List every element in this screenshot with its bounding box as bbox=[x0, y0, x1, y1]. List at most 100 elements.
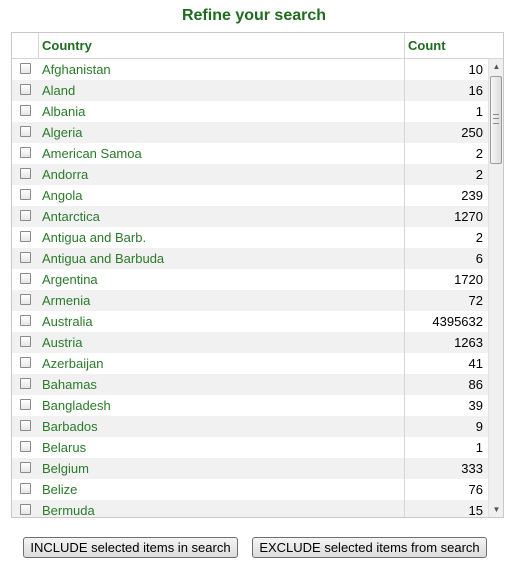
row-checkbox[interactable] bbox=[20, 378, 31, 389]
row-checkbox-cell bbox=[12, 395, 39, 416]
country-link[interactable]: Belarus bbox=[39, 437, 405, 458]
country-link[interactable]: Argentina bbox=[39, 269, 405, 290]
count-value: 86 bbox=[468, 377, 483, 392]
count-value: 76 bbox=[468, 482, 483, 497]
count-value: 333 bbox=[461, 461, 483, 476]
row-checkbox[interactable] bbox=[20, 357, 31, 368]
country-link[interactable]: Austria bbox=[39, 332, 405, 353]
row-checkbox-cell bbox=[12, 227, 39, 248]
column-header-count[interactable]: Count bbox=[408, 38, 446, 53]
row-checkbox-cell bbox=[12, 479, 39, 500]
country-link[interactable]: Antigua and Barbuda bbox=[39, 248, 405, 269]
row-checkbox[interactable] bbox=[20, 504, 31, 515]
country-link[interactable]: Belize bbox=[39, 479, 405, 500]
table-row: Antigua and Barb. 2 bbox=[12, 227, 488, 248]
row-checkbox-cell bbox=[12, 80, 39, 101]
row-checkbox[interactable] bbox=[20, 252, 31, 263]
row-checkbox[interactable] bbox=[20, 462, 31, 473]
table-row: Argentina 1720 bbox=[12, 269, 488, 290]
table-row: Azerbaijan 41 bbox=[12, 353, 488, 374]
row-checkbox[interactable] bbox=[20, 105, 31, 116]
include-selected-button[interactable]: INCLUDE selected items in search bbox=[23, 537, 238, 558]
table-row: Bahamas 86 bbox=[12, 374, 488, 395]
count-value: 9 bbox=[475, 419, 483, 434]
table-row: Bermuda 15 bbox=[12, 500, 488, 518]
row-checkbox[interactable] bbox=[20, 168, 31, 179]
count-value: 1263 bbox=[454, 335, 483, 350]
country-link[interactable]: Afghanistan bbox=[39, 59, 405, 80]
row-checkbox[interactable] bbox=[20, 336, 31, 347]
row-checkbox[interactable] bbox=[20, 294, 31, 305]
row-checkbox[interactable] bbox=[20, 315, 31, 326]
row-checkbox[interactable] bbox=[20, 63, 31, 74]
grid-header: Country Count bbox=[12, 33, 503, 59]
count-value: 4395632 bbox=[432, 314, 483, 329]
scrollbar-thumb[interactable] bbox=[490, 76, 502, 164]
table-row: Afghanistan 10 bbox=[12, 59, 488, 80]
page-title: Refine your search bbox=[181, 7, 327, 24]
row-checkbox[interactable] bbox=[20, 483, 31, 494]
row-checkbox[interactable] bbox=[20, 399, 31, 410]
row-checkbox[interactable] bbox=[20, 189, 31, 200]
row-checkbox[interactable] bbox=[20, 420, 31, 431]
count-value: 1 bbox=[475, 104, 483, 119]
country-link[interactable]: Angola bbox=[39, 185, 405, 206]
row-checkbox[interactable] bbox=[20, 126, 31, 137]
country-link[interactable]: Bahamas bbox=[39, 374, 405, 395]
count-value: 72 bbox=[468, 293, 483, 308]
table-row: Antarctica 1270 bbox=[12, 206, 488, 227]
country-link[interactable]: Barbados bbox=[39, 416, 405, 437]
count-value: 10 bbox=[468, 62, 483, 77]
count-value: 2 bbox=[475, 146, 483, 161]
country-link[interactable]: Aland bbox=[39, 80, 405, 101]
row-checkbox[interactable] bbox=[20, 147, 31, 158]
arrow-up-icon[interactable]: ▲ bbox=[492, 62, 501, 71]
count-value: 6 bbox=[475, 251, 483, 266]
count-value: 1720 bbox=[454, 272, 483, 287]
exclude-selected-button[interactable]: EXCLUDE selected items from search bbox=[252, 537, 487, 558]
row-checkbox[interactable] bbox=[20, 210, 31, 221]
table-row: Australia 4395632 bbox=[12, 311, 488, 332]
country-link[interactable]: Belgium bbox=[39, 458, 405, 479]
arrow-down-icon[interactable]: ▼ bbox=[492, 505, 501, 514]
country-link[interactable]: Armenia bbox=[39, 290, 405, 311]
country-link[interactable]: Algeria bbox=[39, 122, 405, 143]
row-checkbox[interactable] bbox=[20, 84, 31, 95]
count-value: 239 bbox=[461, 188, 483, 203]
country-link[interactable]: American Samoa bbox=[39, 143, 405, 164]
table-row: Aland 16 bbox=[12, 80, 488, 101]
table-row: Bangladesh 39 bbox=[12, 395, 488, 416]
count-value: 15 bbox=[468, 503, 483, 518]
table-row: Belarus 1 bbox=[12, 437, 488, 458]
country-link[interactable]: Bangladesh bbox=[39, 395, 405, 416]
table-row: Antigua and Barbuda 6 bbox=[12, 248, 488, 269]
vertical-scrollbar[interactable]: ▲ ▼ bbox=[488, 59, 503, 517]
count-value: 2 bbox=[475, 167, 483, 182]
row-checkbox-cell bbox=[12, 437, 39, 458]
row-checkbox-cell bbox=[12, 269, 39, 290]
row-checkbox[interactable] bbox=[20, 441, 31, 452]
row-checkbox-cell bbox=[12, 206, 39, 227]
table-row: Belgium 333 bbox=[12, 458, 488, 479]
header-checkbox-column bbox=[12, 33, 39, 58]
country-link[interactable]: Australia bbox=[39, 311, 405, 332]
table-row: Algeria 250 bbox=[12, 122, 488, 143]
country-link[interactable]: Albania bbox=[39, 101, 405, 122]
row-checkbox[interactable] bbox=[20, 273, 31, 284]
row-checkbox-cell bbox=[12, 353, 39, 374]
count-value: 1270 bbox=[454, 209, 483, 224]
row-checkbox-cell bbox=[12, 143, 39, 164]
country-link[interactable]: Bermuda bbox=[39, 500, 405, 517]
row-checkbox-cell bbox=[12, 374, 39, 395]
country-link[interactable]: Antigua and Barb. bbox=[39, 227, 405, 248]
count-value: 2 bbox=[475, 230, 483, 245]
row-checkbox-cell bbox=[12, 122, 39, 143]
country-link[interactable]: Andorra bbox=[39, 164, 405, 185]
country-link[interactable]: Azerbaijan bbox=[39, 353, 405, 374]
count-value: 250 bbox=[461, 125, 483, 140]
column-header-country[interactable]: Country bbox=[39, 33, 405, 58]
row-checkbox-cell bbox=[12, 290, 39, 311]
table-row: Belize 76 bbox=[12, 479, 488, 500]
country-link[interactable]: Antarctica bbox=[39, 206, 405, 227]
row-checkbox[interactable] bbox=[20, 231, 31, 242]
